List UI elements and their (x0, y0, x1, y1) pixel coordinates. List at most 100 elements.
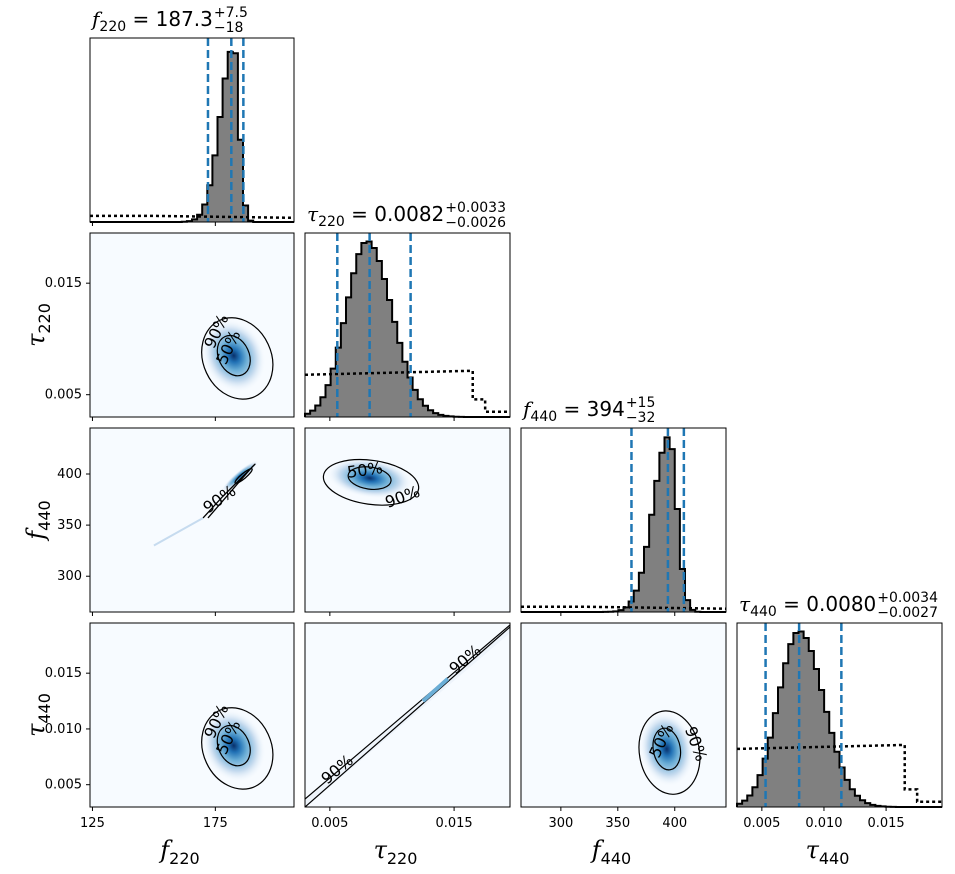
prior-curve-2 (521, 605, 727, 610)
ylabel-sub-2: 440 (35, 500, 54, 531)
xtick-label-2-2: 400 (662, 816, 687, 831)
contour-90-2-1 (322, 458, 420, 506)
ylabel-sub-1: 220 (35, 303, 54, 334)
panel-title-3: τ440 = 0.0080 (739, 592, 876, 620)
hist-panel-0: f220 = 187.3 +7.5−18 (89, 5, 295, 223)
xlabel-sub-3: 440 (819, 849, 850, 868)
ylabel-1: τ220 (22, 303, 54, 347)
contour-90-1-0 (201, 317, 274, 400)
kde-bg-3-0 (90, 623, 294, 807)
hist-frame-1 (304, 232, 511, 418)
ytick-label-1-0: 0.005 (45, 388, 82, 403)
kde-frame-3-1 (304, 622, 511, 808)
kde-bg-1-0 (90, 233, 294, 417)
xlabel-sub-2: 440 (601, 849, 632, 868)
contour-90-0-2 (202, 463, 256, 519)
kde-bg-2-0 (90, 428, 294, 612)
contour-90-upper-1-3 (305, 626, 510, 807)
xtick-label-3-1: 0.010 (805, 816, 842, 831)
prior-curve-3 (736, 743, 942, 803)
title-eq-1: = (345, 202, 374, 226)
ylabel-3: τ440 (22, 693, 54, 737)
title-sub-3: 440 (750, 604, 777, 620)
kde-density-2-1 (326, 457, 413, 499)
contour-50-3-0 (216, 724, 251, 767)
xlabel-0: f220 (158, 836, 199, 868)
kde-panel-3-0: 50%90% (89, 622, 295, 808)
contour-90-3-0 (201, 707, 274, 790)
hist-frame-0 (89, 37, 295, 223)
hist-panel-3: τ440 = 0.0080 +0.0034−0.0027 (736, 590, 943, 808)
title-plus-0: +7.5 (214, 5, 248, 21)
xlabel-sub-0: 220 (169, 849, 200, 868)
xtick-label-0-1: 175 (203, 816, 228, 831)
xtick-label-2-1: 350 (605, 816, 630, 831)
xlabel-sub-1: 220 (387, 849, 418, 868)
title-symbol-3: τ (739, 592, 751, 616)
hist-frame-3 (736, 622, 943, 808)
kde-panel-3-2: 50% 90% (520, 622, 727, 808)
hist-fill-0 (90, 51, 294, 222)
hist-fill-1 (305, 241, 510, 417)
title-sub-2: 440 (530, 409, 557, 425)
title-sub-1: 220 (318, 214, 345, 230)
contour-90-lower-1-3 (305, 624, 510, 800)
ytick-label-3-1: 0.010 (45, 722, 82, 737)
hist-fill-3 (737, 631, 942, 807)
panel-title-0: f220 = 187.3 (90, 7, 213, 35)
kde-density-1-0 (201, 319, 266, 393)
xtick-label-3-0: 0.005 (743, 816, 780, 831)
ytick-label-2-0: 300 (57, 569, 82, 584)
kde-bg-2-1 (305, 428, 510, 612)
hist-panel-2: f440 = 394 +15−32 (520, 395, 727, 613)
title-eq-3: = (777, 592, 806, 616)
kde-panel-2-0: 90% (89, 427, 295, 613)
ytick-label-2-1: 350 (57, 518, 82, 533)
contour-50-0-2 (234, 468, 253, 485)
contour-50-3-2 (652, 727, 682, 771)
kde-panel-3-1: 90%90% (304, 622, 511, 808)
kde-frame-2-0 (89, 427, 295, 613)
ytick-label-2-2: 400 (57, 467, 82, 482)
title-minus-2: −32 (626, 410, 656, 426)
contour-label-50-2-1: 50% (346, 458, 384, 482)
xtick-label-1-1: 0.015 (435, 816, 472, 831)
xlabel-symbol-3: τ (806, 836, 820, 864)
title-eq-0: = (126, 7, 155, 31)
title-plus-3: +0.0034 (877, 590, 938, 606)
xlabel-symbol-1: τ (374, 836, 388, 864)
hist-outline-2 (521, 436, 726, 613)
xlabel-3: τ440 (806, 836, 850, 868)
kde-frame-1-0 (89, 232, 295, 418)
title-sub-0: 220 (99, 19, 126, 35)
title-median-1: 0.0082 (374, 202, 444, 226)
kde-bg-3-2 (521, 623, 726, 807)
panel-title-1: τ220 = 0.0082 (307, 202, 444, 230)
contour-90-3-2 (638, 710, 701, 795)
xtick-label-0-0: 125 (80, 816, 105, 831)
kde-frame-2-1 (304, 427, 511, 613)
title-median-0: 187.3 (156, 7, 213, 31)
title-median-3: 0.0080 (806, 592, 876, 616)
kde-frame-3-2 (520, 622, 727, 808)
xtick-label-2-0: 300 (548, 816, 573, 831)
kde-density-3-2 (639, 711, 695, 787)
panel-title-2: f440 = 394 (521, 397, 625, 425)
title-minus-0: −18 (214, 20, 244, 36)
title-eq-2: = (557, 397, 586, 421)
xlabel-2: f440 (590, 836, 631, 868)
prior-curve-1 (304, 369, 510, 413)
hist-panel-1: τ220 = 0.0082 +0.0033−0.0026 (304, 200, 511, 418)
ylabel-sub-3: 440 (35, 693, 54, 724)
title-plus-1: +0.0033 (445, 200, 506, 216)
contour-50-1-0 (216, 334, 251, 377)
ylabel-symbol-3: τ (22, 723, 50, 737)
ylabel-symbol-1: τ (22, 333, 50, 347)
title-median-2: 394 (587, 397, 625, 421)
xtick-label-3-2: 0.015 (867, 816, 904, 831)
ylabel-2: f440 (22, 500, 54, 541)
ytick-label-1-1: 0.015 (45, 276, 82, 291)
hist-fill-2 (521, 437, 726, 612)
xlabel-1: τ220 (374, 836, 418, 868)
